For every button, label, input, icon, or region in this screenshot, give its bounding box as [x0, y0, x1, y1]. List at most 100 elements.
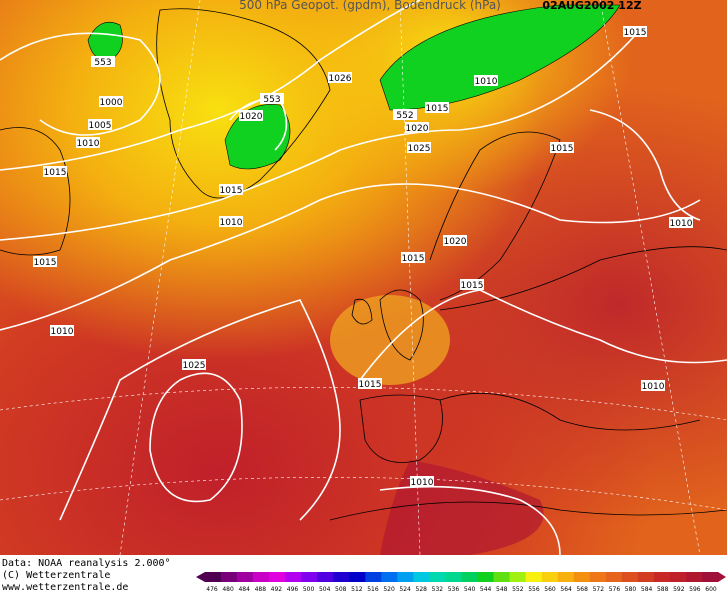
colorbar-label: 544 — [480, 586, 492, 593]
colorbar-label: 556 — [528, 586, 540, 593]
isobar-label: 1015 — [34, 258, 57, 268]
colorbar-label: 560 — [544, 586, 556, 593]
map — [0, 0, 727, 556]
colorbar-swatch — [221, 572, 238, 582]
colorbar-label: 520 — [383, 586, 395, 593]
colorbar-label: 536 — [448, 586, 460, 593]
isobar-label-bg — [182, 359, 206, 370]
map-date: 02AUG2002 12Z — [542, 0, 641, 12]
colorbar-swatch — [573, 572, 591, 582]
colorbar-label: 500 — [303, 586, 315, 593]
colorbar-label: 516 — [367, 586, 379, 593]
colorbar-swatch — [413, 572, 430, 582]
isobar-label-bg — [443, 235, 467, 246]
isobar-label-bg — [405, 122, 429, 133]
colorbar-label: 496 — [287, 586, 299, 593]
colorbar-swatch — [637, 572, 655, 582]
colorbar-swatch — [349, 572, 366, 582]
isobar-label-bg — [550, 142, 574, 153]
colorbar-swatch — [333, 572, 350, 582]
colorbar-label: 512 — [351, 586, 363, 593]
colorbar-swatch — [557, 572, 575, 582]
isobar-label: 1015 — [220, 186, 243, 196]
colorbar-label: 564 — [560, 586, 572, 593]
isobar-label: 1015 — [426, 104, 449, 114]
isobar-label: 1015 — [461, 281, 484, 291]
colorbar-label: 588 — [657, 586, 669, 593]
isobar-label-bg — [407, 142, 431, 153]
colorbar-label: 600 — [705, 586, 717, 593]
isobar-label-bg — [91, 56, 115, 67]
isobar-label: 1015 — [359, 380, 382, 390]
isobar-label-bg — [239, 110, 263, 121]
isobar-label: 1010 — [51, 327, 74, 337]
isobar-label: 1010 — [220, 218, 243, 228]
isobar-label: 1020 — [444, 237, 467, 247]
colorbar-swatch — [269, 572, 286, 582]
isobar-label-bg — [219, 216, 243, 227]
isobar-label: 1020 — [240, 112, 263, 122]
data-source: Data: NOAA reanalysis 2.000° — [2, 558, 171, 569]
isobar-label: 1010 — [642, 382, 665, 392]
colorbar-swatch — [525, 572, 542, 582]
isobar-label-bg — [88, 119, 112, 130]
colorbar-label: 568 — [576, 586, 588, 593]
isobar-label-bg — [43, 166, 67, 177]
colorbar-swatch — [685, 572, 703, 582]
isobar-label: 1015 — [402, 254, 425, 264]
colorbar-label: 492 — [271, 586, 283, 593]
colorbar-label: 484 — [238, 586, 250, 593]
isobar-label-bg — [50, 325, 74, 336]
colorbar-swatch — [445, 572, 462, 582]
isobar-label: 1010 — [77, 139, 100, 149]
colorbar-label: 504 — [319, 586, 331, 593]
colorbar-swatch — [653, 572, 671, 582]
isobar-label: 1025 — [183, 361, 206, 371]
isobar-label: 1010 — [670, 219, 693, 229]
isobar-label-bg — [393, 109, 417, 120]
isobar-label-bg — [410, 476, 434, 487]
isobar-label: 1010 — [475, 77, 498, 87]
colorbar-swatch — [429, 572, 446, 582]
colorbar-label: 572 — [593, 586, 605, 593]
isobar-label: 1026 — [329, 74, 352, 84]
isobar-label: 553 — [263, 95, 280, 105]
colorbar-label: 592 — [673, 586, 685, 593]
isobar-label: 1025 — [408, 144, 431, 154]
isobar-label: 1020 — [406, 124, 429, 134]
colorbar-swatch — [509, 572, 526, 582]
colorbar-label: 576 — [609, 586, 621, 593]
isobar-label: 552 — [396, 111, 413, 121]
colorbar-label: 552 — [512, 586, 524, 593]
colorbar-label: 532 — [432, 586, 444, 593]
colorbar-swatch — [461, 572, 478, 582]
colorbar-label: 480 — [222, 586, 234, 593]
isobar-label-bg — [328, 72, 352, 83]
colorbar-swatch — [701, 572, 719, 582]
isobar-label-bg — [641, 380, 665, 391]
isobar-label: 553 — [94, 58, 111, 68]
isobar-label-bg — [33, 256, 57, 267]
colorbar-label: 580 — [625, 586, 637, 593]
colorbar-label: 476 — [206, 586, 218, 593]
colorbar-label: 528 — [416, 586, 428, 593]
colorbar-swatch — [621, 572, 639, 582]
colorbar-arrow — [196, 572, 205, 582]
colorbar-swatch — [381, 572, 398, 582]
website: www.wetterzentrale.de — [2, 582, 128, 593]
colorbar-swatch — [669, 572, 687, 582]
colorbar: 476 480 484 488 492 496 500 504 508 512 516 520 524 5… — [196, 572, 726, 593]
isobar-label: 1000 — [100, 98, 123, 108]
colorbar-swatch — [237, 572, 254, 582]
isobar-label-bg — [474, 75, 498, 86]
isobar-labels: 1015 553 1010 1026 1000 553 552 1015 1020 1005 102… — [33, 26, 693, 488]
colorbar-label: 596 — [689, 586, 701, 593]
colorbar-arrow — [718, 572, 726, 582]
isobar-label: 1010 — [411, 478, 434, 488]
isobar-label-bg — [260, 93, 284, 104]
isobar-label-bg — [669, 217, 693, 228]
colorbar-swatch — [605, 572, 623, 582]
isobar-label: 1005 — [89, 121, 112, 131]
isobar-label-bg — [76, 137, 100, 148]
